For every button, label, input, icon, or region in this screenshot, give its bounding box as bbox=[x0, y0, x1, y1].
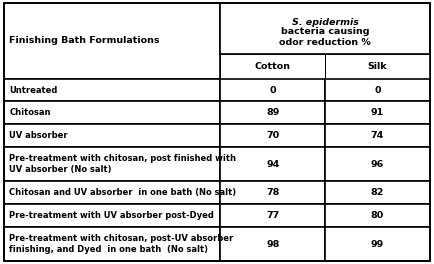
Text: Chitosan: Chitosan bbox=[10, 108, 51, 117]
Text: 98: 98 bbox=[266, 240, 279, 249]
Text: Pre-treatment with UV absorber post-Dyed: Pre-treatment with UV absorber post-Dyed bbox=[10, 211, 214, 220]
Text: Untreated: Untreated bbox=[10, 86, 58, 95]
Text: bacteria causing
odor reduction %: bacteria causing odor reduction % bbox=[279, 26, 371, 47]
Bar bbox=[325, 124, 430, 147]
Text: Chitosan and UV absorber  in one bath (No salt): Chitosan and UV absorber in one bath (No… bbox=[10, 188, 237, 197]
Bar bbox=[220, 79, 325, 101]
Text: 0: 0 bbox=[270, 86, 276, 95]
Bar bbox=[4, 101, 220, 124]
Text: 91: 91 bbox=[371, 108, 384, 117]
Bar bbox=[4, 147, 220, 181]
Bar bbox=[4, 124, 220, 147]
Bar bbox=[4, 181, 220, 204]
Bar bbox=[4, 3, 220, 79]
Text: 94: 94 bbox=[266, 160, 279, 169]
Text: 74: 74 bbox=[371, 131, 384, 140]
Bar bbox=[325, 227, 430, 261]
Text: 70: 70 bbox=[266, 131, 279, 140]
Bar bbox=[325, 54, 430, 79]
Bar bbox=[325, 79, 430, 101]
Text: 77: 77 bbox=[266, 211, 279, 220]
Text: Cotton: Cotton bbox=[255, 62, 291, 71]
Text: 99: 99 bbox=[371, 240, 384, 249]
Text: Silk: Silk bbox=[368, 62, 387, 71]
Bar bbox=[220, 147, 325, 181]
Text: UV absorber: UV absorber bbox=[10, 131, 68, 140]
Bar bbox=[4, 204, 220, 227]
Text: 96: 96 bbox=[371, 160, 384, 169]
Bar bbox=[325, 181, 430, 204]
Bar bbox=[220, 54, 325, 79]
Text: Pre-treatment with chitosan, post-UV absorber
finishing, and Dyed  in one bath  : Pre-treatment with chitosan, post-UV abs… bbox=[10, 234, 233, 254]
Bar bbox=[325, 204, 430, 227]
Text: Pre-treatment with chitosan, post finished with
UV absorber (No salt): Pre-treatment with chitosan, post finish… bbox=[10, 154, 237, 175]
Bar bbox=[220, 3, 430, 54]
Text: 0: 0 bbox=[374, 86, 381, 95]
Bar bbox=[220, 181, 325, 204]
Bar bbox=[220, 124, 325, 147]
Bar bbox=[325, 147, 430, 181]
Text: Finishing Bath Formulations: Finishing Bath Formulations bbox=[10, 36, 160, 45]
Bar bbox=[325, 101, 430, 124]
Text: 78: 78 bbox=[266, 188, 279, 197]
Text: S. epidermis: S. epidermis bbox=[292, 18, 358, 27]
Bar bbox=[220, 101, 325, 124]
Text: 82: 82 bbox=[371, 188, 384, 197]
Bar bbox=[220, 204, 325, 227]
Bar bbox=[4, 79, 220, 101]
Bar bbox=[220, 227, 325, 261]
Text: 89: 89 bbox=[266, 108, 279, 117]
Bar bbox=[4, 227, 220, 261]
Text: 80: 80 bbox=[371, 211, 384, 220]
